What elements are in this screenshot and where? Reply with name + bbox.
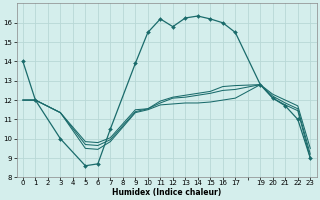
X-axis label: Humidex (Indice chaleur): Humidex (Indice chaleur) (112, 188, 221, 197)
